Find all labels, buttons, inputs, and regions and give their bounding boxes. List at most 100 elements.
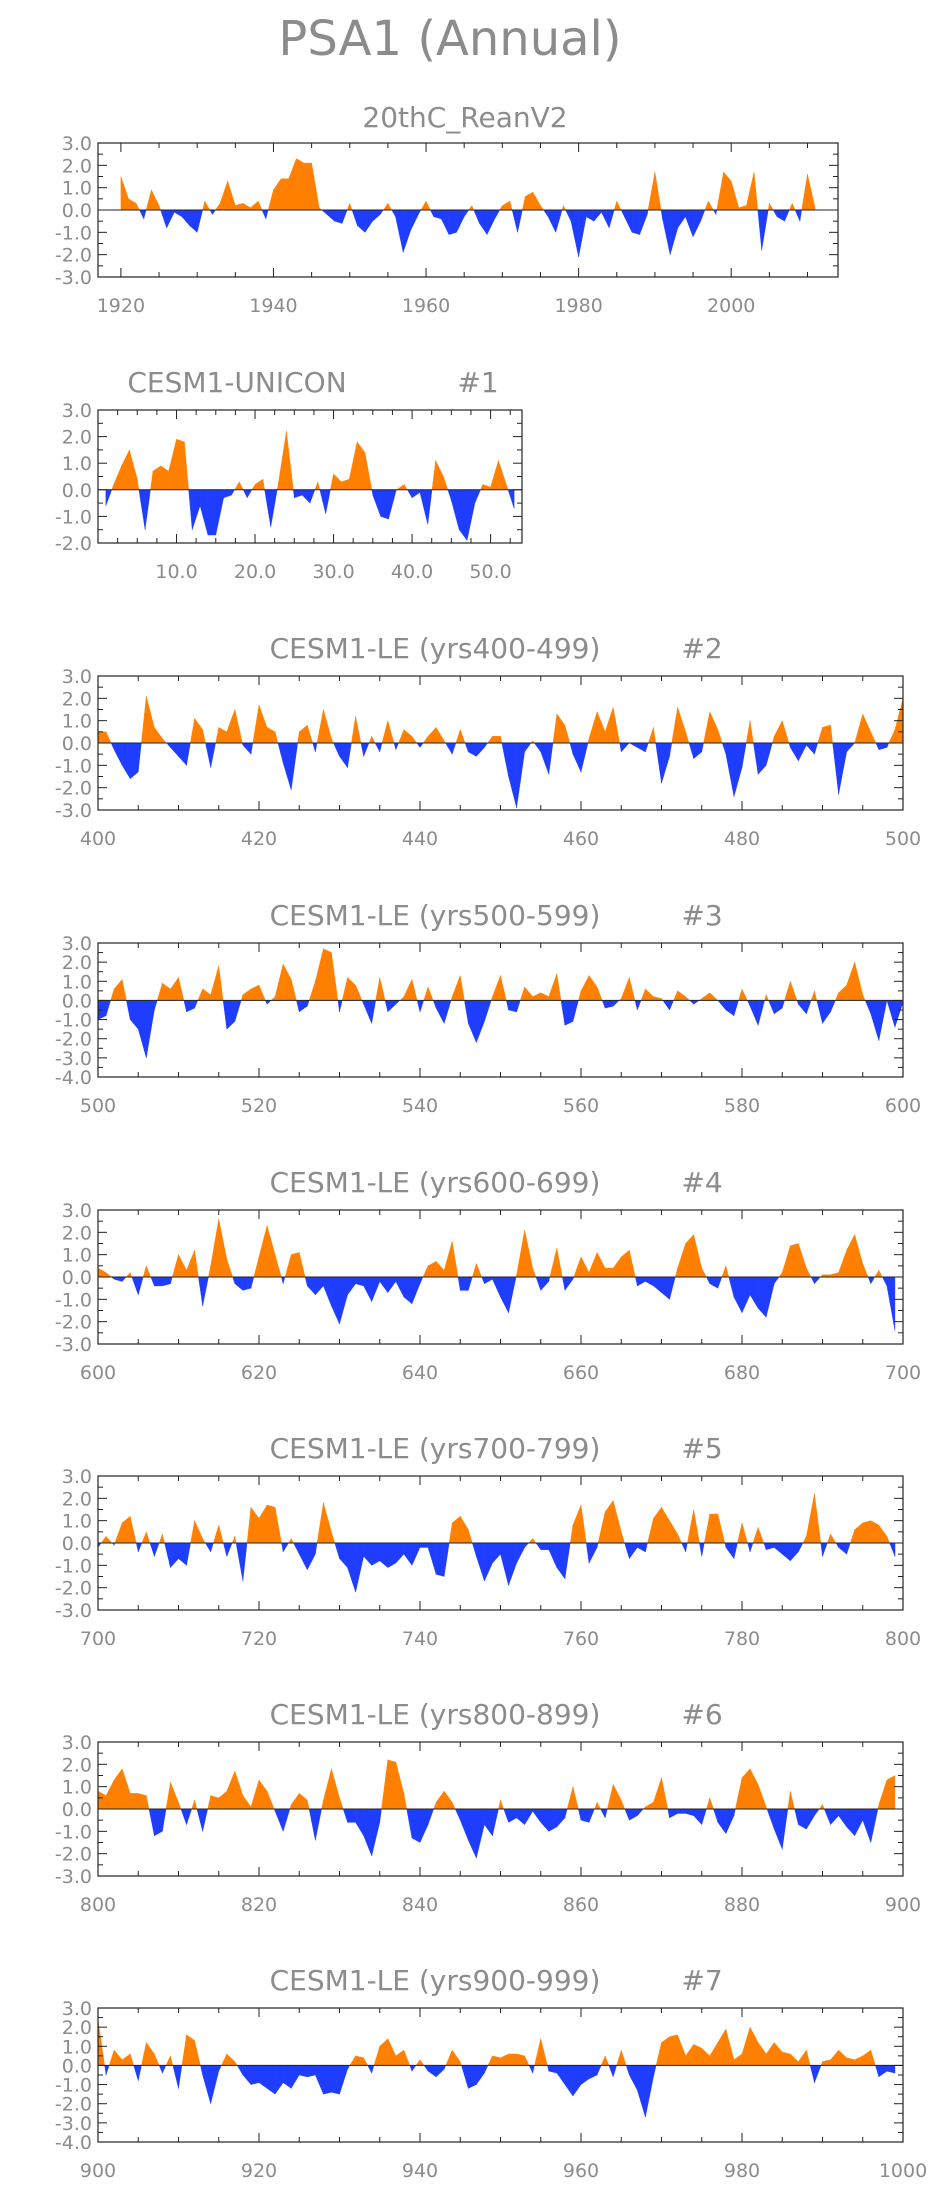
negative-area: [154, 1276, 163, 1287]
positive-area: [403, 2050, 411, 2066]
positive-area: [769, 202, 774, 211]
positive-area: [669, 1519, 678, 1544]
negative-area: [419, 489, 428, 525]
positive-area: [452, 2049, 461, 2066]
negative-area: [645, 1276, 654, 1287]
positive-area: [613, 707, 620, 744]
negative-area: [416, 1000, 421, 1012]
negative-area: [468, 742, 477, 757]
positive-area: [403, 1793, 407, 1810]
positive-area: [677, 2034, 686, 2066]
positive-area: [597, 1511, 606, 1544]
positive-area: [254, 478, 264, 490]
positive-area: [204, 200, 211, 211]
positive-area: [801, 174, 808, 211]
negative-area: [894, 1000, 904, 1028]
negative-area: [188, 489, 193, 530]
figure-title: PSA1 (Annual): [278, 11, 621, 67]
positive-area: [661, 1777, 669, 1810]
positive-area: [502, 200, 511, 211]
x-tick-label: 20.0: [234, 561, 276, 583]
negative-area: [371, 1542, 380, 1566]
negative-area: [121, 742, 131, 780]
panel-title: CESM1-LE (yrs900-999): [270, 1964, 601, 1997]
y-tick-label: -2.0: [55, 1312, 92, 1334]
negative-area: [667, 1808, 670, 1818]
positive-area: [258, 1225, 268, 1278]
negative-area: [476, 742, 485, 757]
positive-area: [168, 439, 177, 490]
negative-area: [411, 1276, 421, 1304]
negative-area: [881, 1276, 888, 1287]
x-tick-label: 860: [563, 1894, 599, 1916]
positive-area: [573, 1256, 582, 1278]
plot-frame: [97, 2007, 904, 2143]
positive-area: [422, 1265, 429, 1278]
positive-area: [741, 988, 748, 1001]
negative-area: [460, 1808, 469, 1841]
panel-run-label: #3: [681, 899, 722, 932]
negative-area: [236, 2065, 244, 2076]
positive-area: [693, 2044, 702, 2066]
panel-run-label: #5: [681, 1432, 722, 1465]
negative-area: [419, 1276, 424, 1284]
positive-area: [685, 996, 691, 1001]
negative-area: [889, 1542, 896, 1557]
positive-area: [723, 171, 732, 211]
positive-area: [745, 720, 751, 744]
positive-area: [886, 1775, 896, 1810]
positive-area: [594, 1802, 598, 1810]
positive-area: [105, 731, 112, 744]
positive-area: [709, 992, 719, 1001]
negative-area: [596, 1542, 599, 1548]
negative-area: [629, 1542, 638, 1560]
x-tick-label: 540: [402, 1095, 438, 1117]
negative-area: [291, 2065, 300, 2090]
positive-area: [125, 1272, 131, 1278]
panel-8: CESM1-LE (yrs900-999) #73.02.01.00.0-1.0-…: [55, 1964, 927, 2182]
negative-area: [588, 1808, 595, 1823]
positive-area: [311, 163, 320, 211]
positive-area: [303, 162, 312, 211]
negative-area: [677, 1808, 686, 1814]
negative-area: [677, 209, 686, 229]
negative-area: [814, 1276, 821, 1285]
negative-area: [725, 1000, 735, 1017]
negative-area: [717, 1276, 723, 1289]
negative-area: [457, 1276, 461, 1291]
positive-area: [629, 977, 636, 1001]
positive-area: [621, 1249, 630, 1278]
negative-area: [435, 1000, 445, 1024]
negative-area: [277, 742, 284, 764]
positive-area: [288, 158, 297, 211]
positive-area: [448, 1522, 453, 1544]
negative-area: [223, 489, 232, 499]
positive-area: [234, 709, 243, 744]
positive-area: [534, 2038, 541, 2066]
positive-area: [235, 203, 244, 211]
positive-area: [387, 720, 395, 744]
positive-area: [282, 963, 292, 1001]
positive-area: [725, 1265, 730, 1278]
negative-area: [540, 1276, 549, 1291]
positive-area: [250, 200, 259, 211]
negative-area: [410, 209, 419, 231]
negative-area: [799, 209, 802, 222]
positive-area: [476, 1263, 483, 1278]
negative-area: [432, 1000, 437, 1009]
positive-area: [757, 1527, 765, 1544]
positive-area: [108, 2050, 115, 2066]
negative-area: [706, 1276, 710, 1284]
negative-area: [624, 1542, 630, 1559]
negative-area: [130, 1000, 139, 1030]
negative-area: [548, 1542, 558, 1568]
positive-area: [854, 962, 863, 1001]
positive-area: [480, 484, 483, 490]
negative-area: [323, 1276, 332, 1307]
negative-area: [560, 1000, 566, 1026]
x-tick-label: 40.0: [391, 561, 433, 583]
negative-area: [500, 1276, 509, 1313]
positive-area: [213, 1525, 219, 1544]
positive-area: [331, 1531, 336, 1544]
positive-area: [492, 736, 501, 744]
